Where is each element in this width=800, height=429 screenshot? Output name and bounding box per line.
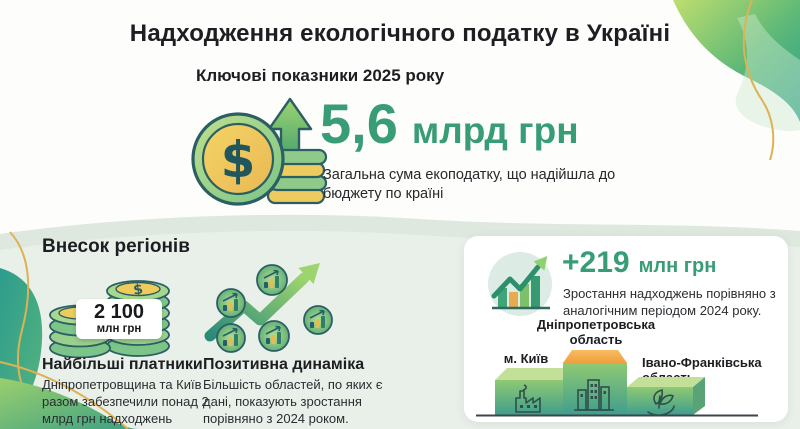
total-amount-unit: млрд грн: [411, 110, 579, 151]
podium-label-first-place: Дніпропетровська область: [536, 317, 656, 347]
regions-podium-chart: [476, 350, 758, 417]
coins-badge-value: 2 100: [93, 301, 145, 323]
gold-curve-line-bottom-left: [0, 361, 129, 429]
bottom-left-green-wave: [0, 378, 140, 429]
key-indicators-heading: Ключові показники 2025 року: [196, 66, 445, 85]
total-amount-stat: 5,6 млрд грн: [320, 96, 579, 152]
eco-plant-icon: [647, 389, 675, 416]
svg-text:$: $: [221, 131, 256, 189]
growth-amount-value: +219: [562, 246, 630, 279]
podium-block-dnipro: [563, 350, 627, 415]
page-title: Надходження екологічного податку в Украї…: [129, 20, 671, 47]
factory-icon: [515, 384, 541, 413]
podium-block-ivano-frankivsk: [627, 377, 705, 415]
coin-dollar-growth-icon: $: [191, 97, 328, 206]
growth-description: Зростання надходжень порівняно з аналогі…: [563, 286, 776, 318]
city-buildings-icon: [574, 379, 614, 411]
coins-amount-badge: 2 100 млн грн: [76, 299, 162, 340]
total-amount-description: Загальна сума екоподатку, що надійшла до…: [323, 167, 616, 202]
podium-label-second-place: м. Київ: [503, 351, 549, 366]
biggest-payers-text: Дніпропетровщина та Київ разом забезпечи…: [42, 377, 209, 426]
total-amount-value: 5,6: [320, 92, 398, 155]
gold-curve-line-top-right: [742, 0, 775, 161]
top-right-leaf-blob: [673, 0, 800, 131]
growth-amount-unit: млн грн: [638, 255, 717, 277]
growth-amount-stat: +219 млн грн: [562, 248, 716, 278]
bar-chart-arrow-icon: [488, 252, 552, 316]
positive-dynamics-title: Позитивна динаміка: [203, 356, 365, 373]
svg-text:$: $: [132, 281, 144, 298]
regions-heading: Внесок регіонів: [42, 236, 190, 257]
biggest-payers-title: Найбільші платники: [42, 356, 203, 373]
podium-block-kyiv: [495, 368, 575, 415]
positive-dynamics-text: Більшість областей, по яких є дані, пока…: [203, 377, 383, 426]
coins-badge-unit: млн грн: [96, 323, 142, 335]
dollar-coin-icon: $: [191, 112, 285, 206]
growth-circles-arrow-icon: [204, 263, 333, 353]
